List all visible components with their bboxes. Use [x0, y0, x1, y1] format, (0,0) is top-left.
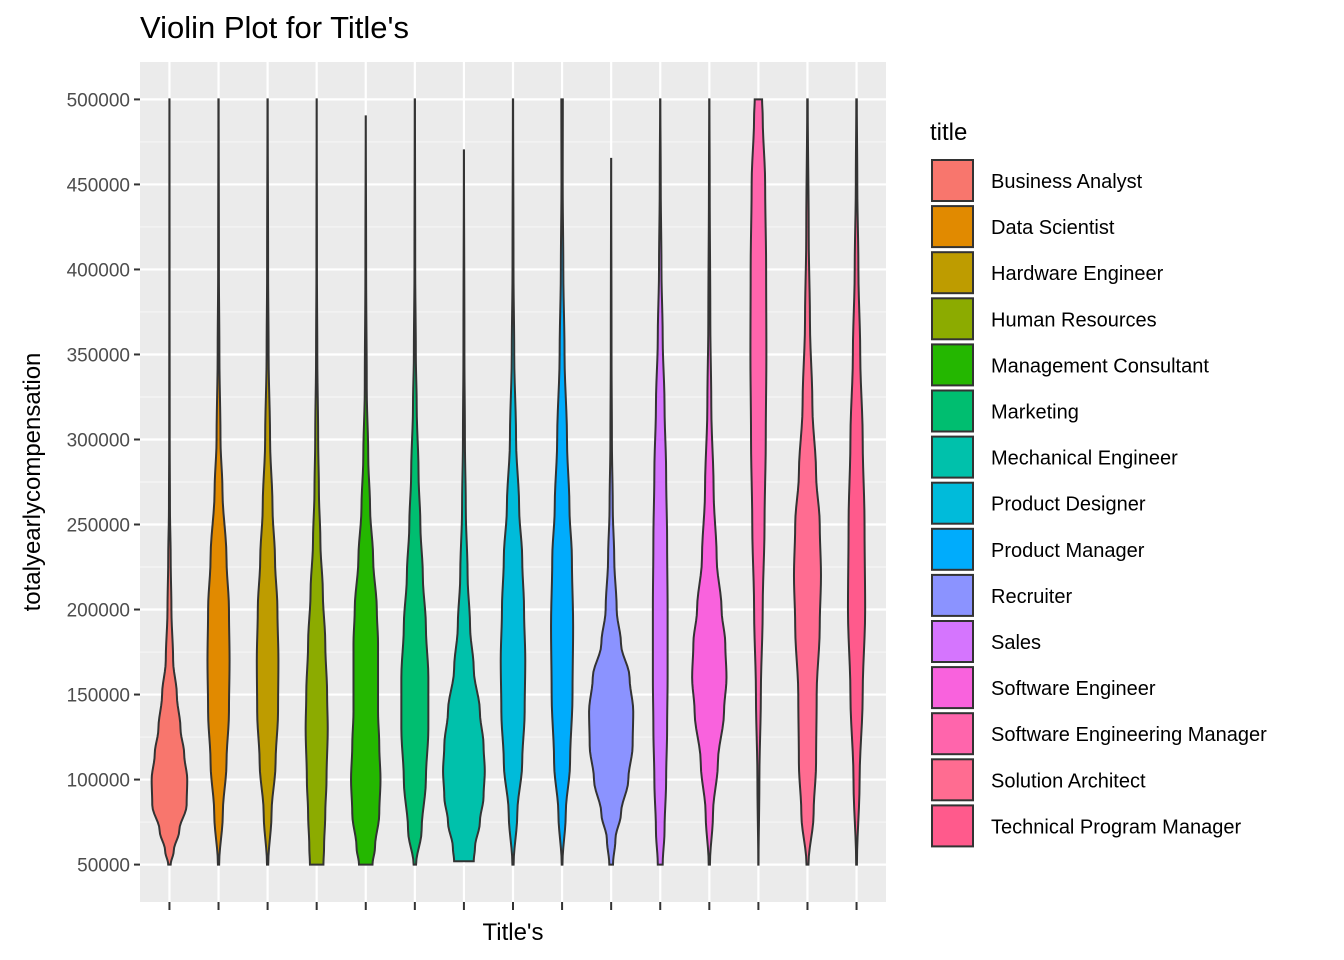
legend-label: Hardware Engineer: [991, 263, 1164, 285]
legend-key: [931, 804, 974, 848]
x-axis-title: Title's: [482, 919, 543, 946]
y-axis: 50000 100000 150000 200000 250000 300000 35000…: [67, 90, 140, 877]
legend-key: [931, 481, 974, 525]
x-axis: [168, 902, 858, 910]
legend-key: [931, 389, 974, 433]
legend-key: [931, 712, 974, 756]
y-tick-label: 400000: [67, 260, 130, 281]
legend-key: [931, 620, 974, 663]
y-axis-title: totalyearlycompensation: [19, 353, 46, 612]
legend-key: [931, 159, 974, 202]
legend-label: Product Designer: [991, 494, 1146, 516]
legend: title Business Analyst Data Scientist Hard…: [930, 119, 1267, 848]
legend-label: Sales: [991, 632, 1041, 654]
legend-label: Solution Architect: [991, 770, 1146, 792]
legend-key: [931, 573, 974, 617]
legend-label: Data Scientist: [991, 217, 1115, 239]
violin-technical-program-manager: [846, 98, 867, 866]
y-tick-label: 150000: [67, 686, 130, 707]
violin-software-engineer: [691, 98, 728, 866]
legend-label: Management Consultant: [991, 355, 1209, 377]
violin-solution-architect: [792, 98, 822, 866]
legend-key: [931, 205, 974, 249]
legend-key: [931, 527, 974, 571]
violins: [150, 98, 867, 866]
y-tick-label: 100000: [67, 771, 130, 792]
legend-key: [931, 666, 974, 710]
legend-key: [931, 343, 974, 387]
violin-data-scientist: [206, 98, 231, 866]
violin-recruiter: [588, 157, 635, 866]
legend-label: Technical Program Manager: [991, 816, 1241, 838]
legend-label: Software Engineer: [991, 678, 1156, 700]
legend-label: Human Resources: [991, 309, 1157, 331]
violin-mechanical-engineer: [442, 149, 486, 863]
violin-hardware-engineer: [255, 98, 280, 866]
chart-title: Violin Plot for Title's: [140, 10, 409, 45]
violin-sales: [651, 98, 669, 866]
legend-key: [931, 435, 974, 479]
y-tick-label: 200000: [67, 601, 130, 622]
legend-key: [931, 297, 974, 341]
violin-product-designer: [499, 98, 527, 866]
y-tick-label: 500000: [67, 90, 130, 111]
legend-label: Software Engineering Manager: [991, 724, 1267, 746]
y-tick-label: 450000: [67, 175, 130, 196]
y-tick-label: 250000: [67, 516, 130, 537]
legend-label: Product Manager: [991, 540, 1145, 562]
y-tick-label: 50000: [77, 856, 130, 877]
y-tick-label: 350000: [67, 345, 130, 366]
violin-management-consultant: [350, 115, 382, 866]
legend-key: [931, 251, 974, 295]
violin-marketing: [400, 98, 430, 866]
violin-software-engineering-manager: [749, 98, 768, 866]
legend-label: Recruiter: [991, 586, 1072, 608]
legend-label: Business Analyst: [991, 171, 1143, 193]
violin-product-manager: [550, 98, 575, 866]
legend-label: Marketing: [991, 402, 1079, 424]
violin-human-resources: [304, 98, 329, 866]
violin-business-analyst: [150, 98, 189, 866]
legend-label: Mechanical Engineer: [991, 448, 1178, 470]
y-tick-label: 300000: [67, 430, 130, 451]
legend-key: [931, 758, 974, 802]
legend-title: title: [930, 119, 967, 146]
